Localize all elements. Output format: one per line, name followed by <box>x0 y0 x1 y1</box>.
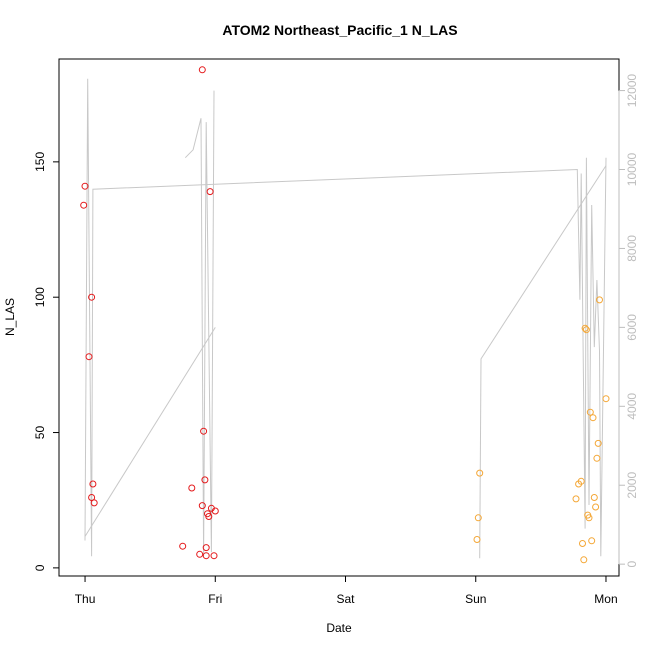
data-point <box>179 542 187 550</box>
data-point <box>594 439 602 447</box>
data-point <box>589 414 597 422</box>
data-point <box>88 293 96 301</box>
data-point <box>580 556 588 564</box>
data-point <box>581 324 589 332</box>
data-point <box>88 494 96 501</box>
data-point <box>588 537 596 545</box>
data-point <box>80 201 88 209</box>
data-point <box>474 514 482 522</box>
x-tick-label: Thu <box>75 592 96 606</box>
data-point <box>572 495 580 503</box>
y-tick-label: 50 <box>33 426 47 440</box>
y2-axis: 0 2000 4000 6000 8000 10000 12000 <box>618 74 639 568</box>
data-point <box>198 66 206 74</box>
y-tick-label: 100 <box>33 287 47 307</box>
data-point <box>596 296 603 304</box>
gray-line-segment-2 <box>479 165 607 559</box>
data-point <box>196 550 204 558</box>
plot-frame <box>58 58 620 577</box>
gray-line-series <box>84 78 607 559</box>
data-point <box>206 188 214 196</box>
data-point <box>90 499 98 507</box>
x-axis-label: Date <box>326 621 352 635</box>
y-tick-label: 150 <box>33 152 47 172</box>
x-tick-label: Sun <box>465 592 486 606</box>
y2-tick-label: 12000 <box>625 74 639 108</box>
data-point <box>89 480 97 488</box>
data-point <box>202 552 210 560</box>
data-point <box>211 507 219 515</box>
y2-tick-label: 0 <box>625 561 639 568</box>
data-point <box>602 395 610 403</box>
gray-line-main <box>84 78 607 557</box>
y2-tick-label: 10000 <box>625 152 639 186</box>
x-tick-label: Fri <box>208 592 222 606</box>
data-point <box>188 484 196 492</box>
y-axis-label: N_LAS <box>3 298 17 336</box>
data-point <box>592 503 600 511</box>
data-point <box>476 469 484 477</box>
data-point <box>201 476 209 484</box>
scatter-points <box>80 66 610 564</box>
x-tick-label: Sat <box>337 592 356 606</box>
data-point <box>593 454 601 462</box>
chart-title: ATOM2 Northeast_Pacific_1 N_LAS <box>222 22 457 38</box>
data-point <box>473 536 481 543</box>
data-point <box>585 514 593 522</box>
data-point <box>202 544 210 552</box>
data-point <box>200 427 208 435</box>
data-point <box>205 513 213 520</box>
data-point <box>81 182 89 190</box>
gray-line-segment-0 <box>84 327 216 537</box>
y-axis: 0 50 100 150 <box>33 152 60 571</box>
y-tick-label: 0 <box>33 564 47 571</box>
data-point <box>198 502 206 510</box>
data-point <box>582 326 590 334</box>
data-point <box>577 477 585 485</box>
data-point <box>586 408 594 416</box>
data-point <box>85 353 93 361</box>
data-point <box>579 540 586 547</box>
y2-tick-label: 6000 <box>625 314 639 341</box>
y2-tick-label: 2000 <box>625 472 639 499</box>
y2-tick-label: 8000 <box>625 235 639 262</box>
data-point <box>590 494 598 501</box>
x-axis: Thu Fri Sat Sun Mon <box>75 575 618 606</box>
y2-tick-label: 4000 <box>625 393 639 420</box>
x-tick-label: Mon <box>594 592 617 606</box>
data-point <box>210 552 218 560</box>
